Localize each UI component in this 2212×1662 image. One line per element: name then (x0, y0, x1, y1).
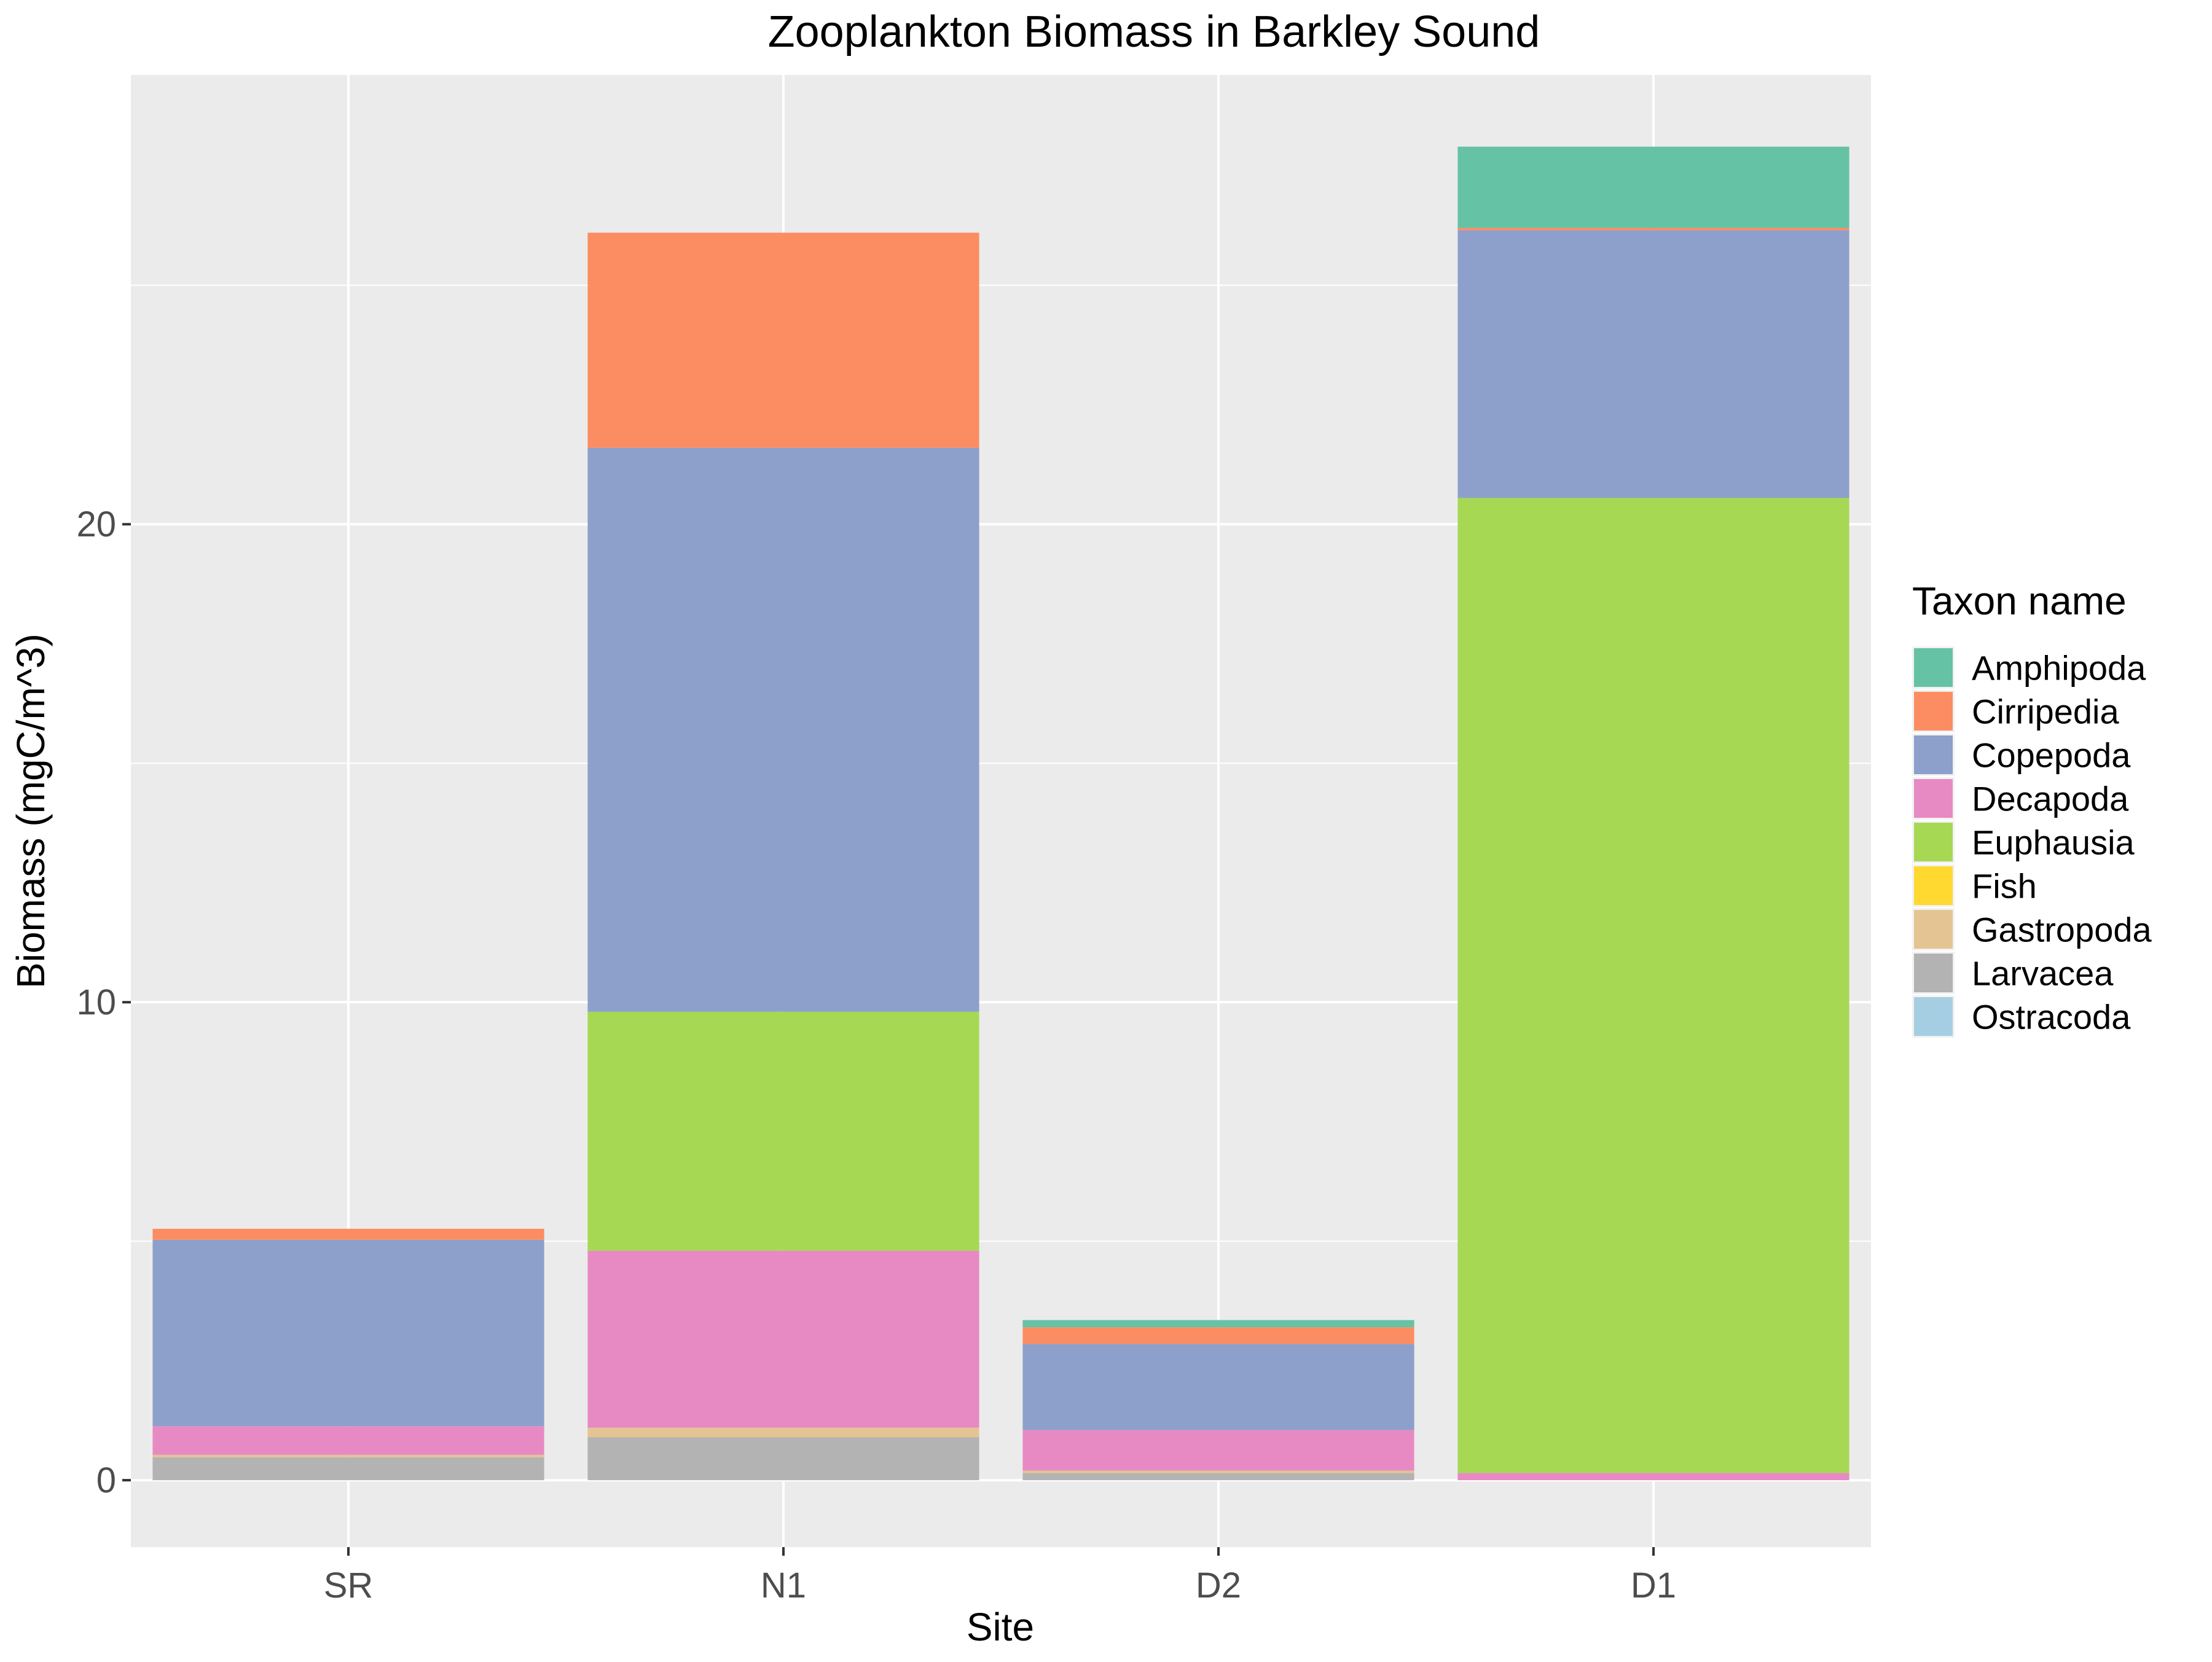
bar-N1-larvacea (587, 1437, 979, 1481)
legend-label: Decapoda (1972, 780, 2129, 818)
bar-SR-larvacea (152, 1457, 544, 1481)
y-axis-title: Biomass (mgC/m^3) (9, 633, 53, 989)
legend-swatch-gastropoda (1914, 910, 1953, 949)
legend-label: Gastropoda (1972, 911, 2152, 949)
bar-D2-copepoda (1022, 1344, 1414, 1430)
legend-swatch-euphausia (1914, 823, 1953, 861)
bars-layer (152, 146, 1849, 1481)
legend-swatch-cirripedia (1914, 692, 1953, 731)
bar-N1-euphausia (587, 1011, 979, 1251)
bar-D2-cirripedia (1022, 1327, 1414, 1344)
axis-layer: 0 10 20 SR N1 D2 D1 (76, 504, 1676, 1605)
legend-swatch-decapoda (1914, 779, 1953, 818)
y-tick-label: 10 (76, 982, 116, 1022)
x-tick-label: SR (324, 1566, 374, 1605)
x-tick-label: N1 (761, 1566, 806, 1605)
legend-label: Amphipoda (1972, 649, 2146, 688)
bar-D1-decapoda (1457, 1473, 1849, 1481)
bar-D1-euphausia (1457, 498, 1849, 1473)
legend-label: Ostracoda (1972, 998, 2131, 1037)
bar-D1-copepoda (1457, 230, 1849, 498)
legend-title: Taxon name (1912, 579, 2127, 623)
x-axis-title: Site (967, 1605, 1034, 1649)
legend-label: Fish (1972, 867, 2037, 906)
legend-label: Larvacea (1972, 954, 2114, 993)
bar-D1-cirripedia (1457, 227, 1849, 230)
legend-label: Cirripedia (1972, 692, 2119, 731)
bar-SR-decapoda (152, 1426, 544, 1455)
legend-label: Copepoda (1972, 736, 2131, 775)
legend-swatch-ostracoda (1914, 997, 1953, 1036)
bar-SR-gastropoda (152, 1454, 544, 1457)
x-tick-label: D1 (1631, 1566, 1676, 1605)
y-tick-label: 0 (96, 1460, 116, 1500)
bar-N1-gastropoda (587, 1427, 979, 1438)
bar-N1-decapoda (587, 1250, 979, 1428)
x-tick-label: D2 (1196, 1566, 1241, 1605)
bar-D2-decapoda (1022, 1430, 1414, 1471)
legend-swatch-amphipoda (1914, 648, 1953, 687)
chart-title: Zooplankton Biomass in Barkley Sound (768, 7, 1540, 57)
legend-swatch-larvacea (1914, 954, 1953, 992)
bar-D2-larvacea (1022, 1473, 1414, 1481)
bar-N1-copepoda (587, 447, 979, 1012)
bar-N1-cirripedia (587, 232, 979, 448)
bar-SR-cirripedia (152, 1228, 544, 1240)
legend: Taxon name Amphipoda Cirripedia Copepoda De… (1912, 579, 2152, 1038)
legend-swatch-fish (1914, 866, 1953, 905)
legend-label: Euphausia (1972, 823, 2135, 862)
y-tick-label: 20 (76, 504, 116, 544)
bar-D1-amphipoda (1457, 146, 1849, 228)
bar-D2-gastropoda (1022, 1470, 1414, 1473)
bar-D2-amphipoda (1022, 1320, 1414, 1328)
legend-swatch-copepoda (1914, 735, 1953, 774)
bar-SR-copepoda (152, 1239, 544, 1427)
